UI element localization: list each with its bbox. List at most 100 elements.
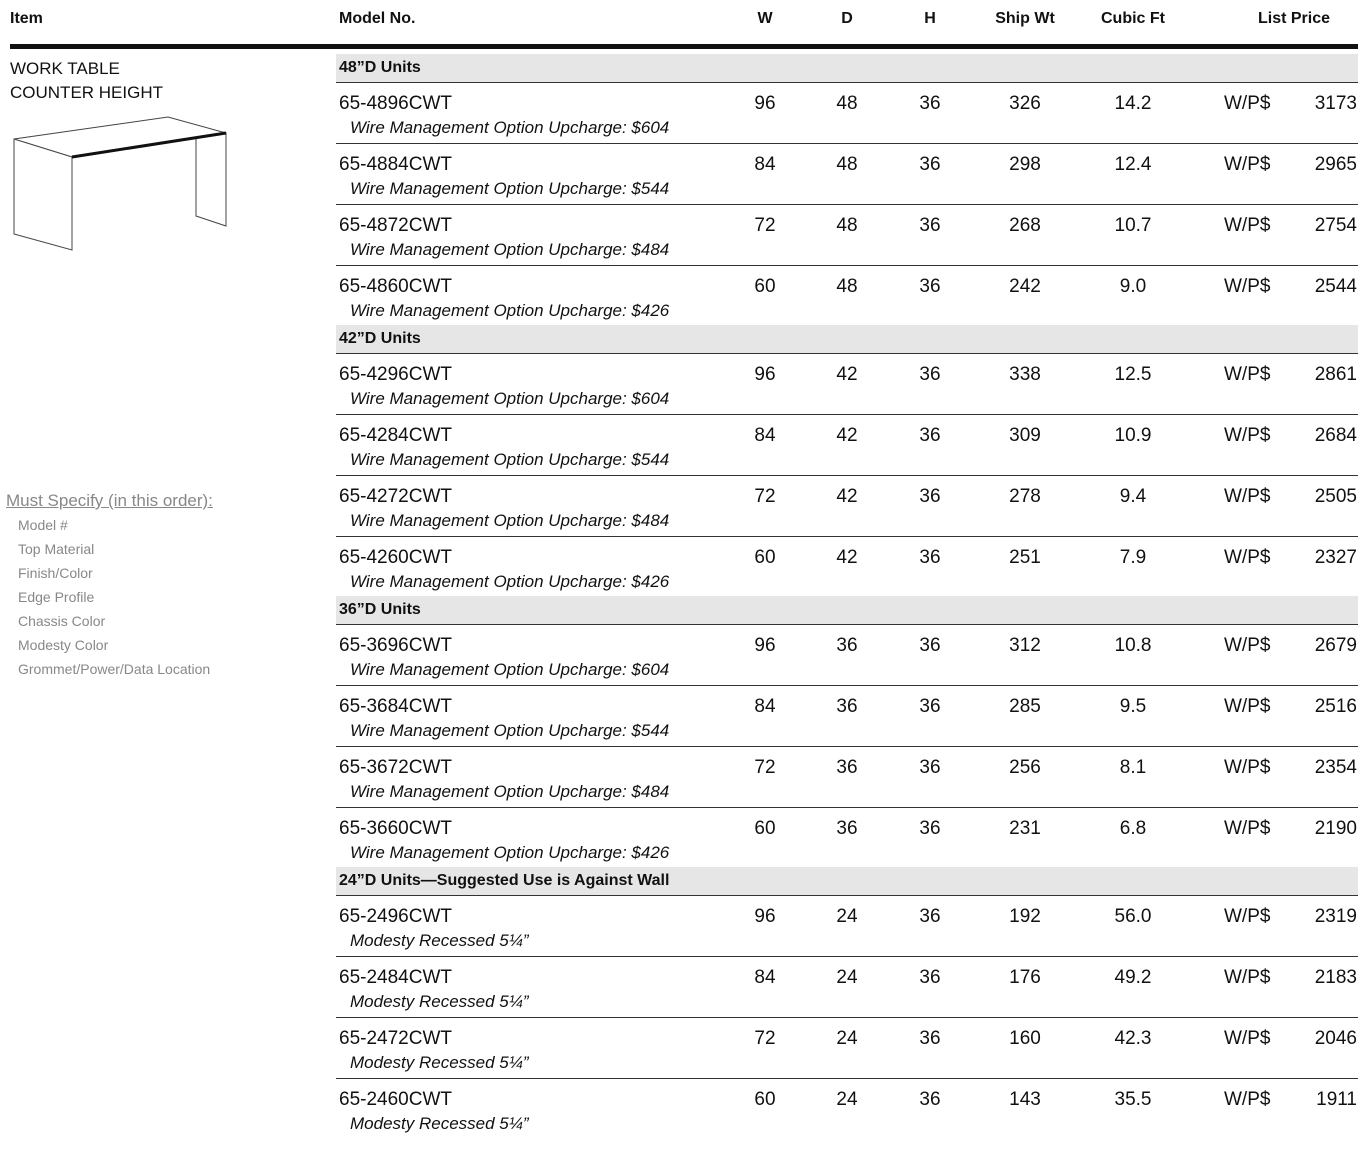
column-header: List Price <box>1257 10 1331 27</box>
row-cell: W/P$ <box>1224 818 1271 839</box>
row-cell: 42.3 <box>1114 1028 1152 1049</box>
item-title: WORK TABLE <box>10 59 120 78</box>
row-cell: 2327 <box>1314 547 1357 568</box>
row-cell: 1911 <box>1316 1089 1357 1110</box>
row-cell: W/P$ <box>1224 547 1271 568</box>
must-specify-item: Top Material <box>18 541 95 557</box>
row-note: Wire Management Option Upcharge: $604 <box>350 118 670 137</box>
row-cell: 60 <box>754 1089 776 1110</box>
row-divider <box>336 1078 1358 1079</box>
row-cell: 24 <box>836 967 858 988</box>
model-number: 65-3696CWT <box>339 635 452 656</box>
row-note: Wire Management Option Upcharge: $484 <box>350 511 670 530</box>
row-cell: 9.4 <box>1119 486 1147 507</box>
must-specify-heading: Must Specify (in this order): <box>6 491 213 510</box>
row-divider <box>336 1017 1358 1018</box>
row-cell: 7.9 <box>1119 547 1147 568</box>
row-note: Wire Management Option Upcharge: $604 <box>350 389 670 408</box>
row-cell: 2679 <box>1314 635 1357 656</box>
row-cell: 285 <box>1009 696 1041 717</box>
table-illustration <box>13 116 227 251</box>
group-band <box>336 54 1358 82</box>
column-header: Cubic Ft <box>1101 10 1165 27</box>
row-cell: 72 <box>754 757 776 778</box>
row-note: Wire Management Option Upcharge: $604 <box>350 660 670 679</box>
row-cell: 36 <box>919 425 941 446</box>
row-cell: 36 <box>919 967 941 988</box>
row-cell: W/P$ <box>1224 486 1271 507</box>
column-header: D <box>841 10 853 27</box>
row-cell: W/P$ <box>1224 215 1271 236</box>
row-cell: 14.2 <box>1114 93 1152 114</box>
must-specify-item: Finish/Color <box>18 565 93 581</box>
row-cell: 6.8 <box>1119 818 1147 839</box>
row-divider <box>336 143 1358 144</box>
row-divider <box>336 746 1358 747</box>
row-divider <box>336 353 1358 354</box>
row-cell: W/P$ <box>1224 364 1271 385</box>
row-cell: W/P$ <box>1224 635 1271 656</box>
row-cell: 84 <box>754 154 776 175</box>
row-divider <box>336 536 1358 537</box>
row-cell: 36 <box>836 818 858 839</box>
row-cell: 143 <box>1009 1089 1041 1110</box>
header-rule <box>10 44 1358 49</box>
row-cell: W/P$ <box>1224 425 1271 446</box>
row-cell: 36 <box>919 1028 941 1049</box>
row-cell: 36 <box>919 757 941 778</box>
row-cell: 36 <box>919 93 941 114</box>
row-divider <box>336 204 1358 205</box>
row-note: Modesty Recessed 5¼” <box>350 1114 529 1133</box>
row-cell: 8.1 <box>1119 757 1147 778</box>
row-cell: 24 <box>836 906 858 927</box>
row-cell: W/P$ <box>1224 696 1271 717</box>
row-cell: 2046 <box>1314 1028 1357 1049</box>
must-specify-item: Edge Profile <box>18 589 95 605</box>
row-cell: 231 <box>1009 818 1041 839</box>
row-note: Modesty Recessed 5¼” <box>350 992 529 1011</box>
model-number: 65-4272CWT <box>339 486 452 507</box>
item-title: COUNTER HEIGHT <box>10 83 163 102</box>
row-divider <box>336 895 1358 896</box>
row-cell: 36 <box>919 906 941 927</box>
row-cell: 2861 <box>1314 364 1357 385</box>
row-cell: 2354 <box>1314 757 1357 778</box>
row-cell: 2190 <box>1314 818 1357 839</box>
group-title: 24”D Units—Suggested Use is Against Wall <box>339 872 670 889</box>
group-band <box>336 867 1358 895</box>
column-header: Model No. <box>339 10 416 27</box>
row-cell: 251 <box>1009 547 1041 568</box>
row-note: Modesty Recessed 5¼” <box>350 931 529 950</box>
row-divider <box>336 807 1358 808</box>
row-cell: 36 <box>919 696 941 717</box>
row-cell: 96 <box>754 906 776 927</box>
model-number: 65-2496CWT <box>339 906 452 927</box>
row-cell: 42 <box>836 547 858 568</box>
row-cell: 2754 <box>1314 215 1357 236</box>
row-note: Wire Management Option Upcharge: $544 <box>350 179 670 198</box>
row-cell: 268 <box>1009 215 1041 236</box>
row-cell: 49.2 <box>1114 967 1152 988</box>
row-cell: 2684 <box>1314 425 1357 446</box>
row-cell: 256 <box>1009 757 1041 778</box>
row-cell: 60 <box>754 547 776 568</box>
column-header: H <box>924 10 936 27</box>
group-title: 36”D Units <box>339 601 421 618</box>
row-cell: 326 <box>1009 93 1041 114</box>
row-cell: 12.4 <box>1114 154 1152 175</box>
row-cell: 2544 <box>1314 276 1357 297</box>
row-cell: W/P$ <box>1224 906 1271 927</box>
row-cell: 242 <box>1009 276 1041 297</box>
row-cell: 3173 <box>1314 93 1357 114</box>
model-number: 65-2484CWT <box>339 967 452 988</box>
model-number: 65-3684CWT <box>339 696 452 717</box>
row-cell: W/P$ <box>1224 967 1271 988</box>
row-cell: 10.8 <box>1114 635 1152 656</box>
row-cell: 84 <box>754 967 776 988</box>
row-cell: 42 <box>836 364 858 385</box>
row-note: Modesty Recessed 5¼” <box>350 1053 529 1072</box>
row-cell: 9.0 <box>1119 276 1147 297</box>
group-title: 42”D Units <box>339 330 421 347</box>
row-cell: 2516 <box>1314 696 1357 717</box>
